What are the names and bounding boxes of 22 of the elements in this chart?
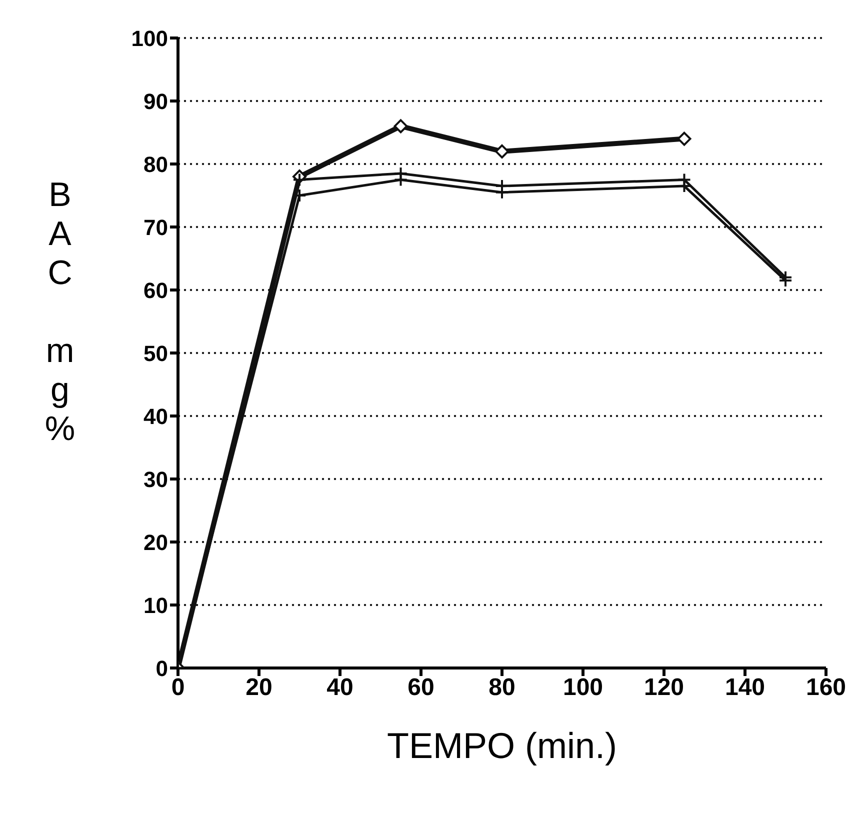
y-tick-label: 0 xyxy=(156,656,168,681)
x-tick-label: 60 xyxy=(408,674,434,702)
x-tick-label: 160 xyxy=(806,674,846,702)
x-tick-label: 120 xyxy=(644,674,684,702)
x-tick-label: 20 xyxy=(246,674,272,702)
y-axis-title: BAC mg% xyxy=(44,176,76,449)
y-tick-label: 80 xyxy=(144,152,168,177)
y-tick-label: 10 xyxy=(144,592,168,618)
y-tick-label: 100 xyxy=(131,26,168,51)
x-axis-title: TEMPO (min.) xyxy=(387,725,617,766)
y-tick-label: 30 xyxy=(144,466,168,492)
y-tick-label: 90 xyxy=(144,88,168,114)
x-tick-label: 80 xyxy=(488,674,516,702)
y-tick-label: 40 xyxy=(144,404,168,429)
y-tick-label: 70 xyxy=(144,214,168,240)
x-tick-label: 140 xyxy=(724,674,766,702)
y-tick-label: 20 xyxy=(144,530,168,555)
y-tick-label: 60 xyxy=(144,278,168,303)
y-tick-label: 50 xyxy=(144,340,168,366)
x-tick-label: 0 xyxy=(171,674,185,702)
x-tick-label: 100 xyxy=(562,674,604,702)
x-tick-label: 40 xyxy=(326,674,354,702)
